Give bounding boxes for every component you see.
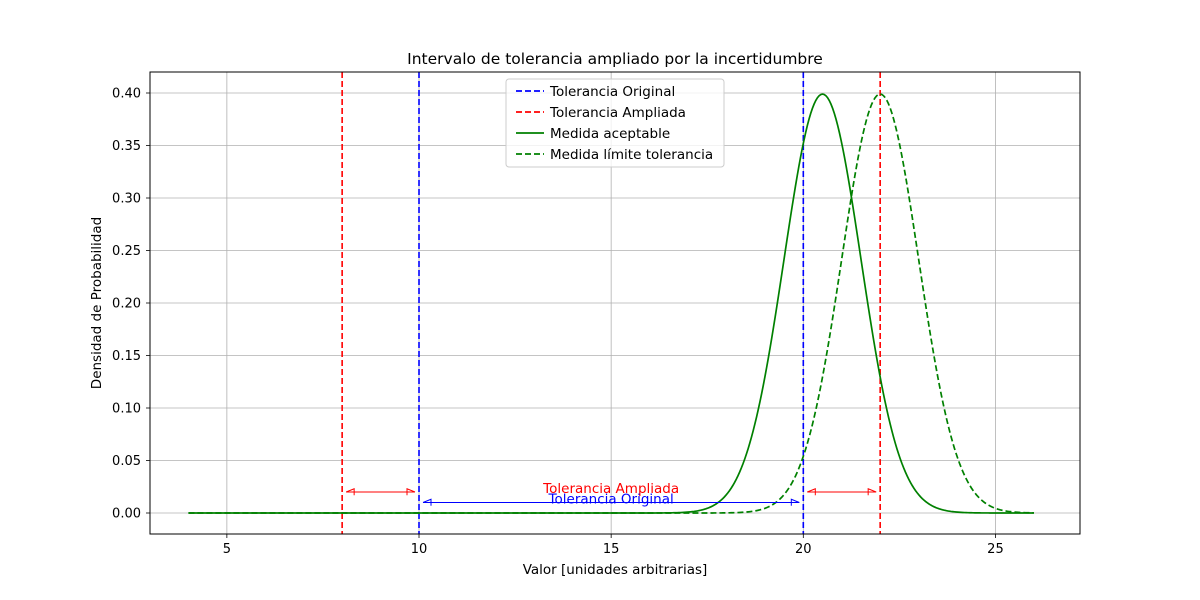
- legend: Tolerancia Original Tolerancia Ampliada Me…: [505, 78, 725, 168]
- arrow-head: [867, 488, 877, 496]
- chart-title: Intervalo de tolerancia ampliado por la …: [407, 50, 823, 68]
- y-tick-label: 0.20: [112, 297, 141, 312]
- density-curves: [188, 93, 1034, 514]
- legend-entry: Medida límite tolerancia: [550, 147, 713, 163]
- annotation-label: Tolerancia Original: [548, 491, 674, 507]
- x-tick-label: 5: [223, 542, 231, 557]
- interval-arrows: [345, 488, 877, 506]
- legend-entry: Tolerancia Original: [549, 84, 675, 100]
- y-tick-label: 0.00: [112, 507, 141, 522]
- arrow-head: [807, 488, 816, 496]
- x-tick-label: 20: [795, 542, 812, 557]
- legend-box: [505, 78, 725, 168]
- x-axis-label: Valor [unidades arbitrarias]: [523, 562, 708, 578]
- y-tick-label: 0.30: [112, 192, 141, 207]
- legend-entry: Medida aceptable: [550, 126, 670, 142]
- y-tick-label: 0.10: [112, 402, 141, 417]
- axis-ticks: 5 10 15 20 25 0.00 0.05 0.10 0.15 0.20 0.25 0.30 0.3…: [112, 87, 1004, 558]
- y-tick-label: 0.40: [112, 87, 141, 102]
- legend-entry: Tolerancia Ampliada: [549, 105, 686, 121]
- y-axis-label: Densidad de Probabilidad: [89, 217, 105, 389]
- y-tick-label: 0.25: [112, 244, 141, 259]
- density-curve: [188, 93, 1034, 514]
- tolerance-lines: [341, 72, 881, 534]
- y-tick-label: 0.15: [112, 349, 141, 364]
- annotation-label: Tolerancia Ampliada: [542, 481, 679, 497]
- x-tick-label: 15: [603, 542, 620, 557]
- x-tick-label: 25: [987, 542, 1004, 557]
- arrow-head: [422, 498, 432, 506]
- arrow-head: [406, 488, 416, 496]
- y-tick-label: 0.05: [112, 454, 141, 469]
- y-tick-label: 0.35: [112, 139, 141, 154]
- x-tick-label: 10: [411, 542, 428, 557]
- arrow-head: [345, 488, 355, 496]
- arrow-head: [790, 498, 800, 506]
